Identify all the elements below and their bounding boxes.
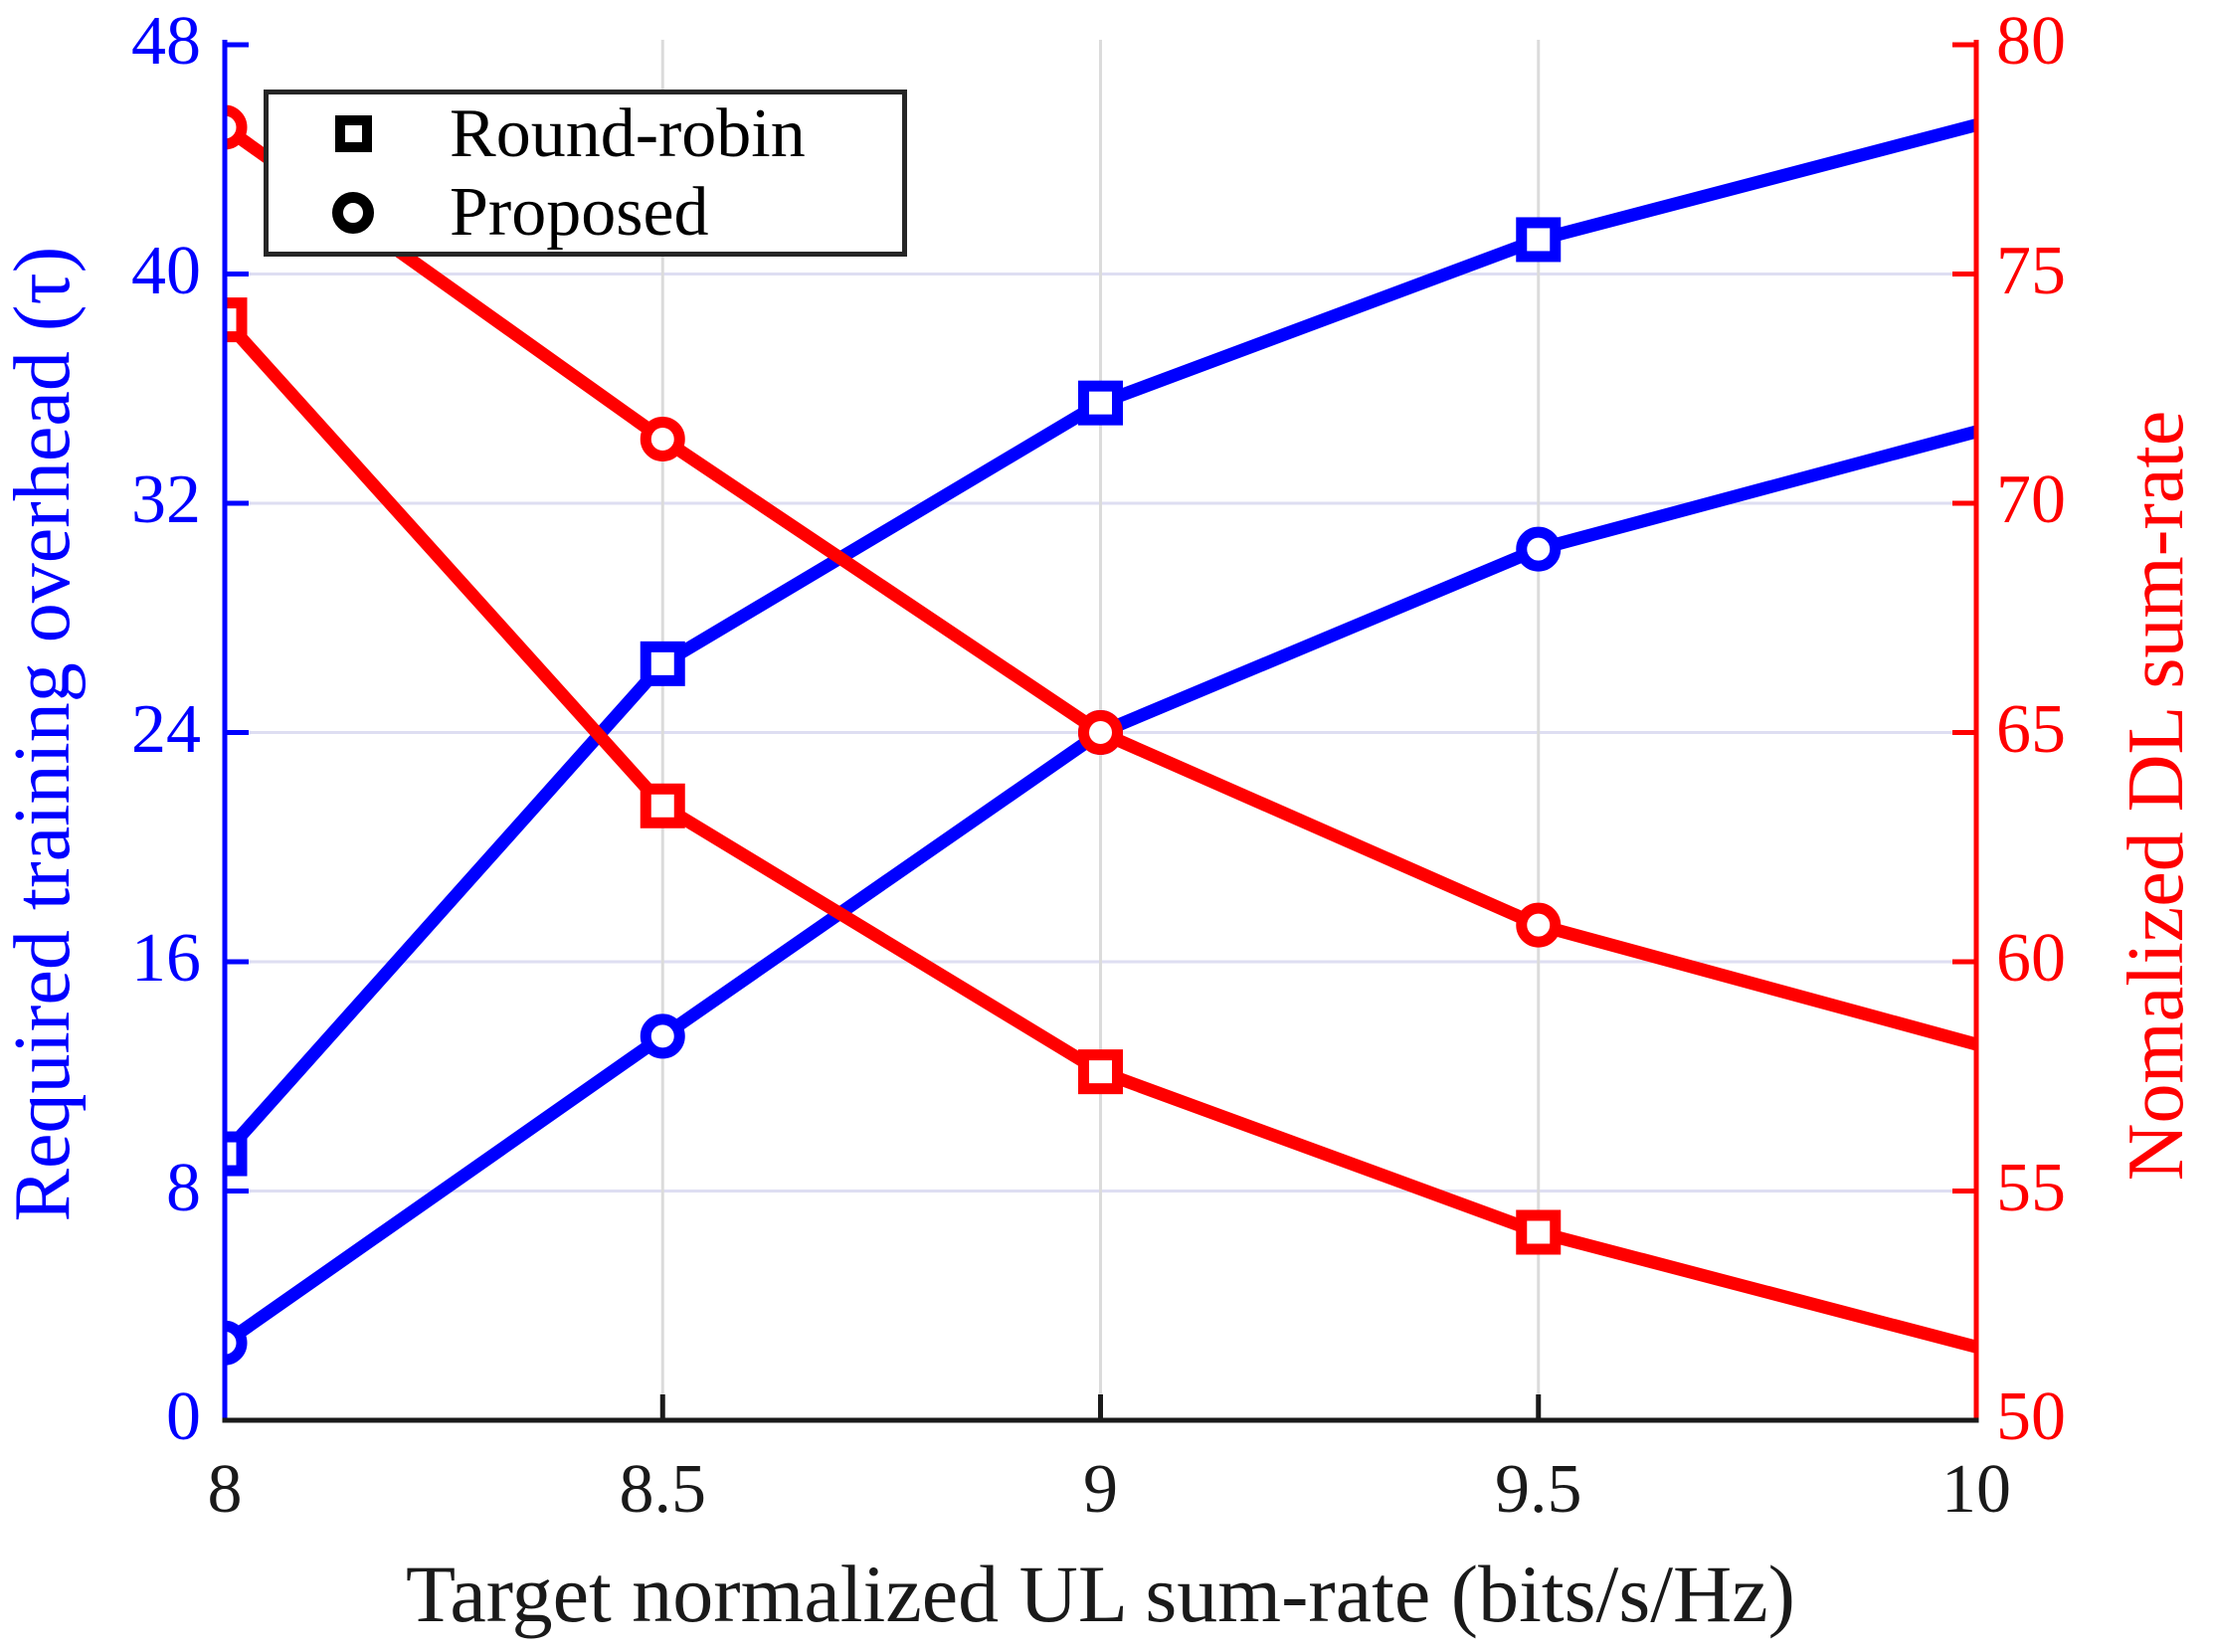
x-tick-label: 8.5 bbox=[619, 1451, 707, 1528]
marker-square bbox=[640, 783, 685, 828]
y-left-tick-label: 16 bbox=[131, 919, 201, 997]
y-right-tick-label: 65 bbox=[1996, 690, 2066, 768]
x-tick-label: 8 bbox=[207, 1451, 243, 1528]
y-left-tick-label: 48 bbox=[131, 2, 201, 80]
y-right-tick-label: 70 bbox=[1996, 460, 2066, 538]
marker-circle bbox=[1516, 526, 1562, 572]
square-marker-icon bbox=[334, 115, 372, 152]
marker-circle bbox=[640, 1013, 685, 1059]
legend: Round-robin Proposed bbox=[264, 90, 907, 257]
y-left-tick-label: 0 bbox=[166, 1377, 201, 1455]
circle-marker-icon bbox=[332, 191, 374, 234]
marker-square bbox=[1516, 217, 1562, 263]
y-axis-label-left: Required training overhead (τ) bbox=[0, 246, 87, 1222]
x-tick-label: 9 bbox=[1083, 1451, 1118, 1528]
marker-circle bbox=[225, 104, 248, 150]
marker-circle bbox=[225, 1320, 248, 1366]
marker-square bbox=[225, 297, 248, 343]
y-right-tick-label: 50 bbox=[1996, 1377, 2066, 1455]
x-tick-label: 9.5 bbox=[1495, 1451, 1582, 1528]
y-left-tick-label: 40 bbox=[131, 232, 201, 309]
marker-square bbox=[1078, 1049, 1123, 1095]
y-axis-label-right: Nomalized DL sum-rate bbox=[2113, 410, 2200, 1182]
marker-circle bbox=[1516, 902, 1562, 948]
legend-label: Round-robin bbox=[450, 94, 806, 172]
marker-circle bbox=[640, 416, 685, 461]
legend-entry-round-robin: Round-robin bbox=[332, 94, 902, 173]
y-right-tick-label: 75 bbox=[1996, 232, 2066, 309]
x-axis-label: Target normalized UL sum-rate (bits/s/Hz… bbox=[406, 1549, 1795, 1639]
y-left-tick-label: 32 bbox=[131, 460, 201, 538]
y-right-tick-label: 55 bbox=[1996, 1149, 2066, 1226]
marker-circle bbox=[1078, 710, 1123, 755]
y-right-tick-label: 60 bbox=[1996, 919, 2066, 997]
legend-label: Proposed bbox=[450, 173, 709, 251]
marker-square bbox=[225, 1131, 248, 1177]
y-left-tick-label: 24 bbox=[131, 690, 201, 768]
x-tick-label: 10 bbox=[1941, 1451, 2011, 1528]
marker-square bbox=[1078, 380, 1123, 426]
legend-entry-proposed: Proposed bbox=[332, 173, 902, 252]
y-right-tick-label: 80 bbox=[1996, 2, 2066, 80]
marker-square bbox=[640, 641, 685, 686]
y-left-tick-label: 8 bbox=[166, 1149, 201, 1226]
marker-square bbox=[1516, 1209, 1562, 1255]
